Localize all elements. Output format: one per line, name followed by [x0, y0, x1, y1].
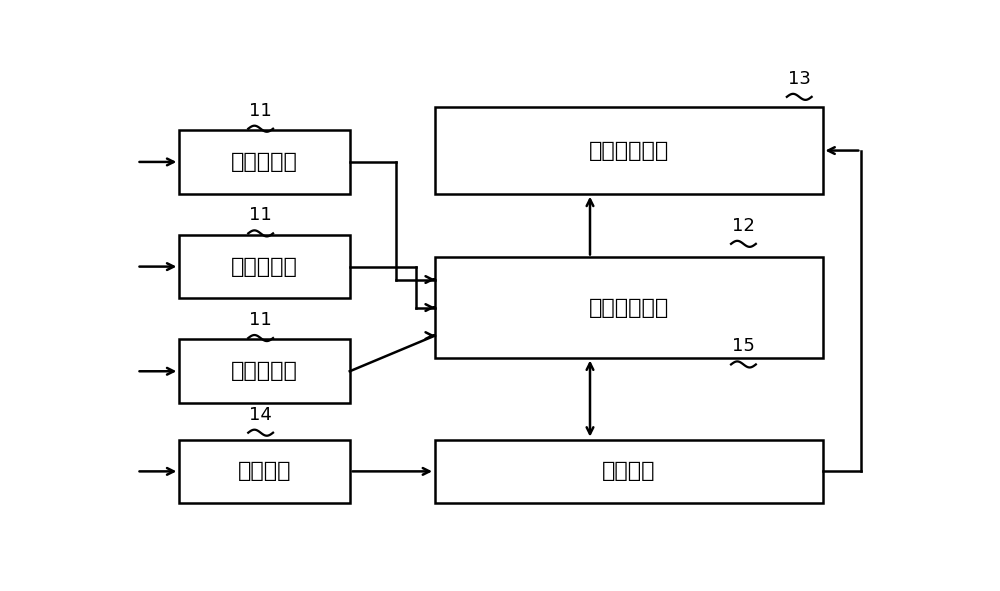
Text: 存储模块: 存储模块 [602, 462, 656, 482]
Bar [435, 108, 822, 194]
Bar [179, 130, 350, 194]
Text: 反相器延迟链: 反相器延迟链 [589, 297, 669, 317]
Text: 11: 11 [249, 311, 272, 329]
Text: 14: 14 [249, 405, 272, 424]
Bar [179, 339, 350, 403]
Bar [435, 440, 822, 504]
Text: 压控振荡器: 压控振荡器 [231, 152, 298, 172]
Text: 压控振荡器: 压控振荡器 [231, 361, 298, 381]
Bar [435, 258, 822, 358]
Text: 15: 15 [732, 337, 755, 355]
Text: 13: 13 [788, 70, 811, 87]
Text: 11: 11 [249, 102, 272, 119]
Bar [179, 440, 350, 504]
Bar [179, 235, 350, 298]
Text: 11: 11 [249, 206, 272, 224]
Text: 12: 12 [732, 217, 755, 235]
Text: 数据处理模块: 数据处理模块 [589, 141, 669, 161]
Text: 压控振荡器: 压控振荡器 [231, 256, 298, 277]
Text: 控制模块: 控制模块 [238, 462, 291, 482]
